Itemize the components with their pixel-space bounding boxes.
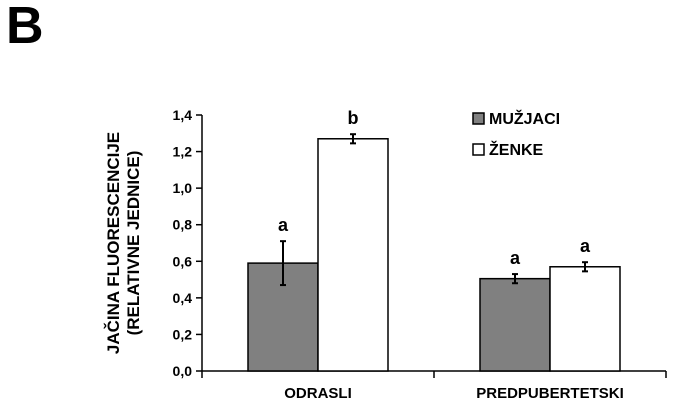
bar (479, 277, 551, 372)
y-tick-label: 0,4 (173, 290, 193, 306)
y-tick-label: 0,8 (173, 217, 193, 233)
significance-label: a (510, 248, 521, 268)
legend-label: MUŽJACI (489, 109, 560, 128)
legend-swatch (472, 112, 485, 125)
y-axis-title: JAČINA FLUORESCENCIJE (RELATIVNE JEDNICE… (104, 132, 143, 354)
y-tick-label: 1,0 (173, 180, 193, 196)
bars: a b a a (247, 108, 621, 372)
significance-label: a (278, 215, 289, 235)
y-tick-label: 0,6 (173, 253, 193, 269)
y-tick-label: 0,0 (173, 363, 193, 379)
y-tick-label: 1,2 (173, 144, 193, 160)
legend-label: ŽENKE (489, 140, 544, 159)
axes: 0,0 0,2 0,4 0,6 0,8 1,0 1,2 1,4 ODRASLI PREDPUBER… (173, 107, 667, 402)
x-tick-label: PREDPUBERTETSKI (476, 385, 624, 402)
bar (317, 138, 389, 372)
bar (549, 266, 621, 372)
x-tick-label: ODRASLI (284, 385, 352, 402)
y-axis-title-line1: JAČINA FLUORESCENCIJE (104, 132, 123, 354)
y-axis-title-line2: (RELATIVNE JEDNICE) (124, 151, 143, 336)
significance-label: b (348, 108, 359, 128)
y-tick-label: 0,2 (173, 326, 193, 342)
y-tick-label: 1,4 (173, 107, 193, 123)
legend: MUŽJACI ŽENKE (472, 109, 560, 159)
significance-label: a (580, 236, 591, 256)
panel-label: B (6, 0, 44, 55)
legend-swatch (472, 143, 485, 156)
